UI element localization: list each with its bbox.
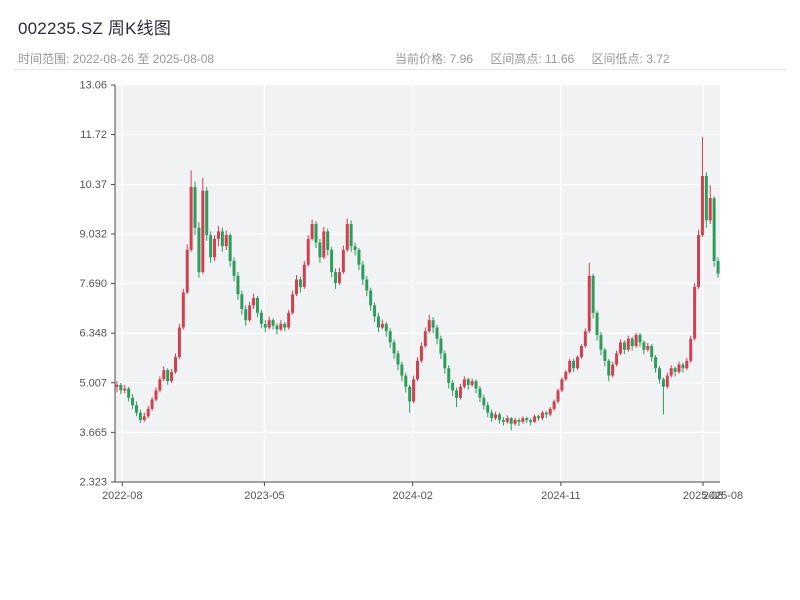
svg-text:2023-05: 2023-05 (244, 490, 284, 502)
svg-text:5.007: 5.007 (79, 377, 107, 389)
svg-text:11.72: 11.72 (80, 129, 107, 141)
svg-text:6.348: 6.348 (79, 328, 107, 340)
svg-text:9.032: 9.032 (79, 228, 107, 240)
svg-text:2.323: 2.323 (79, 477, 107, 489)
svg-text:13.06: 13.06 (79, 80, 107, 92)
svg-text:2025-08: 2025-08 (703, 490, 743, 502)
price-stats: 当前价格: 7.96 区间高点: 11.66 区间低点: 3.72 (395, 50, 684, 67)
page-title: 002235.SZ 周K线图 (18, 19, 172, 38)
stat-range-low: 区间低点: 3.72 (591, 52, 670, 66)
svg-text:7.690: 7.690 (79, 278, 107, 290)
svg-text:3.665: 3.665 (79, 427, 107, 439)
svg-text:2024-02: 2024-02 (392, 490, 432, 502)
time-range-label: 时间范围: 2022-08-26 至 2025-08-08 (18, 52, 215, 66)
svg-text:2025-08: 2025-08 (683, 490, 723, 502)
svg-text:10.37: 10.37 (79, 179, 107, 191)
stat-range-high: 区间高点: 11.66 (490, 52, 575, 66)
stat-current-price: 当前价格: 7.96 (395, 52, 474, 66)
svg-text:2022-08: 2022-08 (102, 490, 142, 502)
header-divider (14, 69, 786, 70)
svg-text:2024-11: 2024-11 (541, 490, 581, 502)
